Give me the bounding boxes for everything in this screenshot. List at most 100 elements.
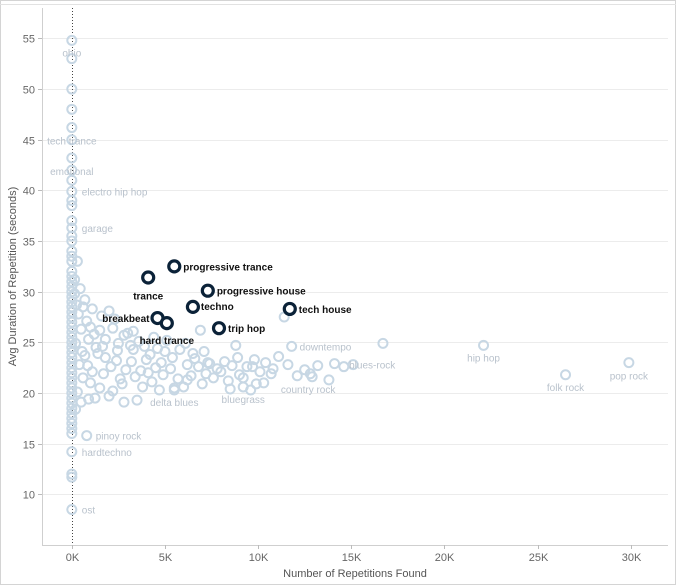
data-point <box>105 361 117 373</box>
highlighted-point <box>185 299 201 314</box>
point-label: ost <box>82 506 96 517</box>
data-point <box>70 403 82 415</box>
data-point <box>66 422 78 434</box>
data-point <box>74 283 86 295</box>
data-point <box>306 371 318 383</box>
point-label: pinoy rock <box>96 432 143 443</box>
data-point <box>107 385 119 397</box>
data-point <box>66 152 78 164</box>
y-tick-label: 40 <box>23 186 35 198</box>
data-point <box>66 471 78 483</box>
data-point <box>207 372 219 384</box>
data-point <box>66 311 78 323</box>
x-tick-label: 0K <box>66 552 80 564</box>
highlighted-point-label: techno <box>201 302 234 313</box>
data-point <box>161 334 173 346</box>
data-point <box>187 348 199 360</box>
data-point <box>66 446 78 458</box>
data-point <box>181 374 193 386</box>
data-point <box>174 343 186 355</box>
data-point <box>66 504 78 516</box>
data-point <box>86 303 98 315</box>
data-point <box>377 337 389 349</box>
x-tick-label: 15K <box>342 552 362 564</box>
data-point <box>99 352 111 364</box>
point-label: country rock <box>281 385 336 396</box>
data-point <box>125 356 137 368</box>
data-point <box>230 339 242 351</box>
data-point <box>66 392 78 404</box>
data-point <box>83 333 95 345</box>
data-point <box>157 369 169 381</box>
x-tick-label: 10K <box>249 552 269 564</box>
data-point <box>267 363 279 375</box>
data-point <box>179 337 191 349</box>
data-point <box>111 344 123 356</box>
data-point <box>153 384 165 396</box>
highlighted-point-label: progressive house <box>217 287 306 298</box>
point-label: blues-rock <box>349 361 396 372</box>
data-point <box>94 324 106 336</box>
data-point <box>66 357 78 369</box>
data-point <box>97 340 109 352</box>
highlighted-point <box>211 321 227 336</box>
data-point <box>66 83 78 95</box>
x-tick-label: 30K <box>622 552 642 564</box>
data-point <box>76 345 88 357</box>
data-point <box>75 396 87 408</box>
data-point <box>148 331 160 343</box>
data-point <box>478 339 490 351</box>
data-point <box>66 164 78 176</box>
highlighted-point-label: tech house <box>299 305 352 316</box>
data-point <box>118 396 130 408</box>
data-point <box>71 255 83 267</box>
point-label: electro hip hop <box>82 187 148 198</box>
y-tick-label: 55 <box>23 34 35 46</box>
data-point <box>623 357 635 369</box>
point-label: pop rock <box>610 372 649 383</box>
data-point <box>84 377 96 389</box>
data-point <box>66 245 78 257</box>
data-point <box>66 326 78 338</box>
data-point <box>70 337 82 349</box>
y-tick-label: 10 <box>23 490 35 502</box>
y-tick-label: 35 <box>23 237 35 249</box>
highlighted-point <box>159 316 174 331</box>
point-label: tech trance <box>47 137 97 148</box>
point-label: hardtechno <box>82 448 132 459</box>
data-point <box>129 371 141 383</box>
data-point <box>66 412 78 424</box>
data-point <box>66 271 78 282</box>
data-point <box>75 323 87 335</box>
highlighted-point-label: breakbeat <box>102 314 150 325</box>
data-point <box>250 378 262 390</box>
data-point <box>66 53 78 65</box>
y-axis-title: Avg Duration of Repetition (seconds) <box>7 187 19 367</box>
data-point <box>198 345 210 357</box>
y-tick-label: 20 <box>23 389 35 401</box>
data-point <box>193 361 204 373</box>
data-point <box>258 377 270 389</box>
data-point <box>66 387 78 399</box>
gridlines <box>42 38 668 495</box>
y-tick-label: 30 <box>23 288 35 300</box>
data-point <box>114 373 126 385</box>
data-point <box>66 428 78 440</box>
data-point <box>329 358 341 370</box>
y-tick-label: 15 <box>23 440 35 452</box>
data-point <box>265 368 277 380</box>
data-point <box>66 185 78 197</box>
data-point <box>260 357 272 369</box>
data-point <box>94 382 106 394</box>
data-point <box>241 361 253 373</box>
data-point <box>82 360 94 372</box>
data-point <box>135 365 147 377</box>
data-point <box>81 430 93 442</box>
data-point <box>66 377 78 389</box>
data-point <box>66 255 78 267</box>
point-label: garage <box>82 224 114 235</box>
data-point <box>66 34 78 46</box>
data-point <box>226 360 238 372</box>
